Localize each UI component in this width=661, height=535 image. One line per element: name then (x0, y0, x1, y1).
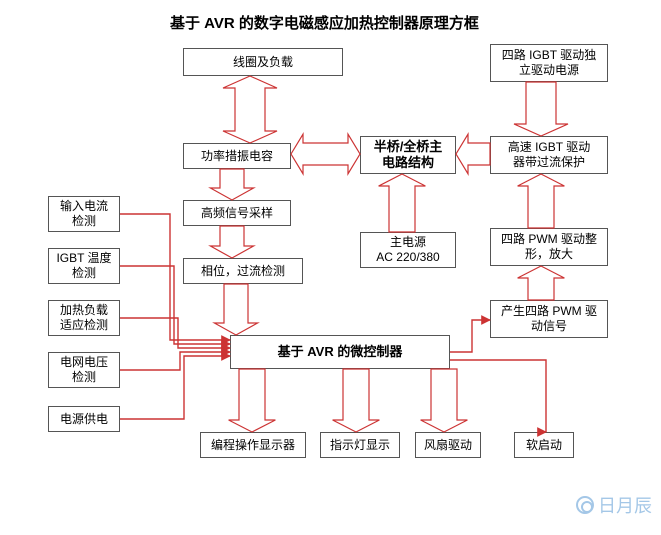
watermark-text: 日月辰 (598, 492, 652, 518)
node-prog: 编程操作显示器 (200, 432, 306, 458)
arrow-gridv-mcu (120, 352, 230, 370)
watermark: 日月辰 (576, 492, 652, 518)
node-pwm-shape: 四路 PWM 驱动整形，放大 (490, 228, 608, 266)
node-res-cap: 功率措振电容 (183, 143, 291, 169)
arrow-load-mcu (120, 318, 230, 348)
node-mcu: 基于 AVR 的微控制器 (230, 335, 450, 369)
node-psu: 电源供电 (48, 406, 120, 432)
node-phase: 相位，过流检测 (183, 258, 303, 284)
node-load-det: 加热负载适应检测 (48, 300, 120, 336)
node-main-pwr: 主电源AC 220/380 (360, 232, 456, 268)
node-led: 指示灯显示 (320, 432, 400, 458)
node-soft: 软启动 (514, 432, 574, 458)
watermark-icon (576, 496, 594, 514)
diagram-title: 基于 AVR 的数字电磁感应加热控制器原理方框 (170, 12, 479, 33)
arrow-mcu-soft (450, 360, 546, 432)
arrow-mcu-pwmgen (450, 320, 490, 352)
node-coil: 线圈及负载 (183, 48, 343, 76)
arrow-psu-mcu (120, 356, 230, 419)
node-grid-v: 电网电压检测 (48, 352, 120, 388)
node-bridge: 半桥/全桥主电路结构 (360, 136, 456, 174)
node-igbt-t: IGBT 温度检测 (48, 248, 120, 284)
node-igbt-drv: 高速 IGBT 驱动器带过流保护 (490, 136, 608, 174)
node-pwm-gen: 产生四路 PWM 驱动信号 (490, 300, 608, 338)
node-hf-samp: 高频信号采样 (183, 200, 291, 226)
node-fan: 风扇驱动 (415, 432, 481, 458)
node-in-cur: 输入电流检测 (48, 196, 120, 232)
node-igbt-psu: 四路 IGBT 驱动独立驱动电源 (490, 44, 608, 82)
